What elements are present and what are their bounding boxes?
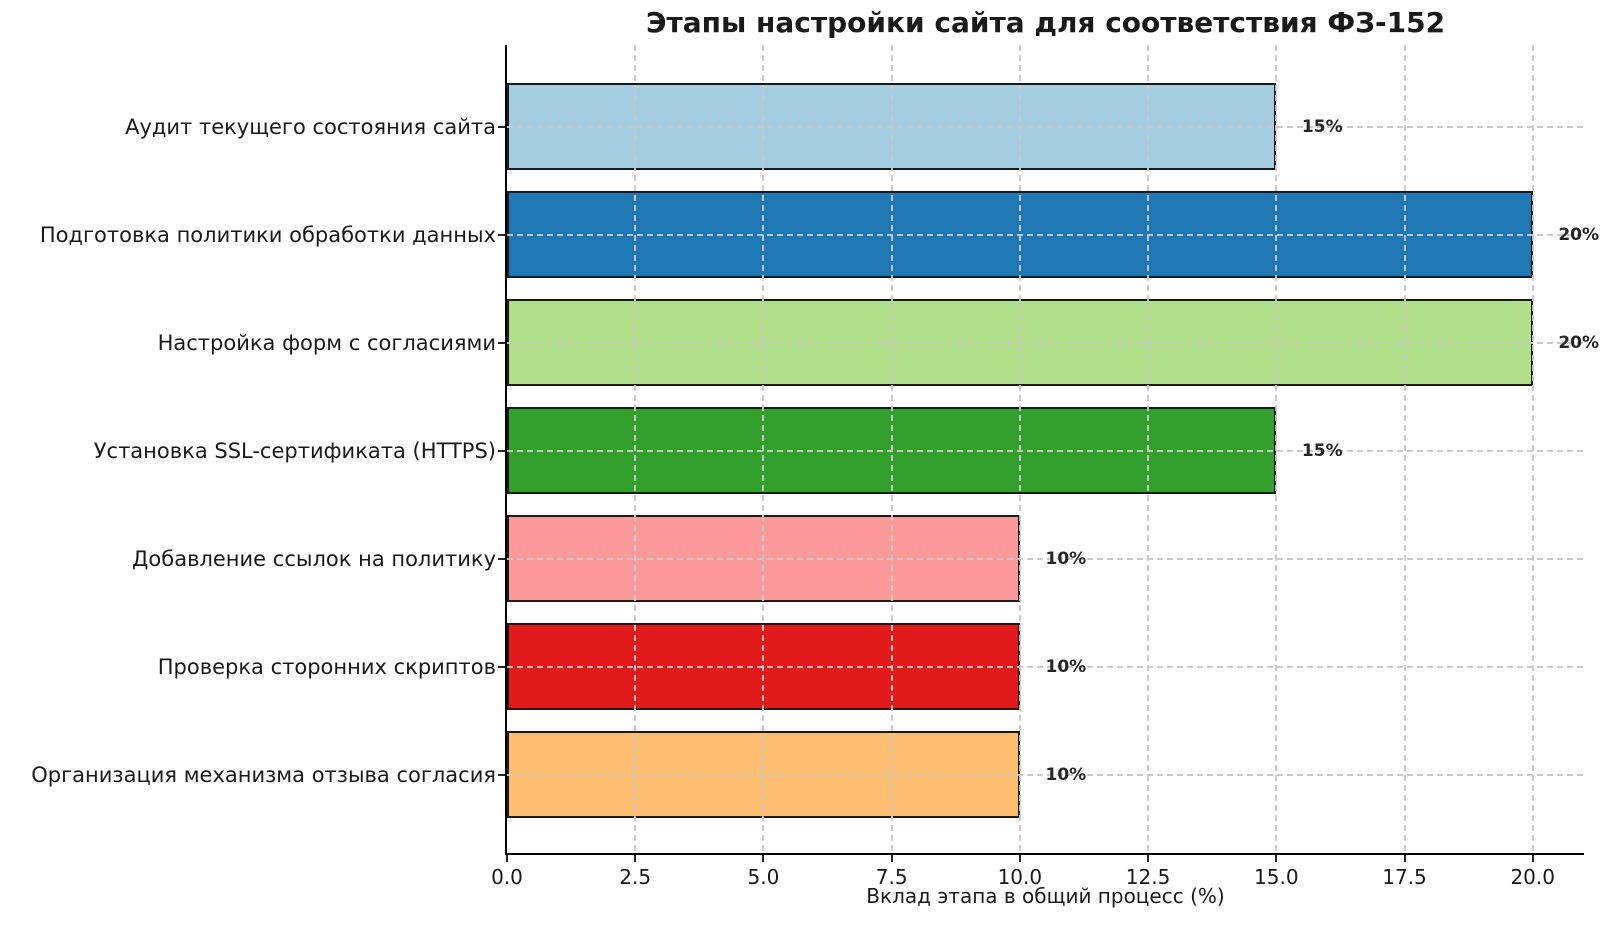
bar-value-label: 15% bbox=[1301, 116, 1343, 137]
bar-value-label: 15% bbox=[1301, 440, 1343, 461]
x-tick-mark bbox=[1275, 855, 1278, 862]
x-tick-mark bbox=[1531, 855, 1534, 862]
gridline-vertical bbox=[1018, 45, 1021, 853]
gridline-vertical bbox=[890, 45, 893, 853]
x-tick-mark bbox=[890, 855, 893, 862]
x-tick-mark bbox=[1147, 855, 1150, 862]
y-tick-mark bbox=[498, 557, 505, 560]
y-tick-label: Аудит текущего состояния сайта bbox=[125, 114, 496, 139]
gridline-vertical bbox=[634, 45, 637, 853]
x-tick-label: 15.0 bbox=[1254, 865, 1299, 889]
x-tick-label: 20.0 bbox=[1510, 865, 1555, 889]
gridline-horizontal bbox=[507, 665, 1584, 668]
x-tick-label: 12.5 bbox=[1125, 865, 1171, 889]
y-tick-label: Подготовка политики обработки данных bbox=[39, 222, 496, 247]
x-tick-mark bbox=[506, 855, 508, 862]
bar-value-label: 10% bbox=[1045, 548, 1087, 569]
bar-value-label: 20% bbox=[1558, 332, 1600, 353]
y-tick-mark bbox=[498, 125, 505, 128]
gridline-vertical bbox=[1403, 45, 1406, 853]
y-tick-mark bbox=[498, 665, 505, 668]
x-tick-mark bbox=[1403, 855, 1406, 862]
x-tick-mark bbox=[634, 855, 637, 862]
gridline-vertical bbox=[1275, 45, 1278, 853]
gridline-vertical bbox=[1531, 45, 1534, 853]
x-tick-label: 10.0 bbox=[997, 865, 1043, 889]
bar-value-label: 10% bbox=[1045, 764, 1087, 785]
y-tick-label: Организация механизма отзыва согласия bbox=[31, 762, 496, 787]
y-tick-mark bbox=[498, 341, 505, 344]
gridline-horizontal bbox=[507, 773, 1584, 776]
gridline-horizontal bbox=[507, 449, 1584, 452]
bar-value-label: 10% bbox=[1045, 656, 1087, 677]
y-tick-label: Проверка сторонних скриптов bbox=[157, 654, 496, 679]
bottom-spine bbox=[505, 853, 1584, 855]
y-tick-label: Настройка форм с согласиями bbox=[157, 330, 496, 355]
gridline-horizontal bbox=[507, 341, 1584, 344]
y-tick-label: Установка SSL-сертификата (HTTPS) bbox=[93, 438, 496, 463]
x-tick-mark bbox=[1018, 855, 1021, 862]
x-tick-label: 17.5 bbox=[1382, 865, 1427, 889]
y-tick-mark bbox=[498, 773, 505, 776]
y-tick-mark bbox=[498, 449, 505, 452]
x-tick-label: 7.5 bbox=[875, 865, 908, 889]
gridline-vertical bbox=[762, 45, 765, 853]
chart-title: Этапы настройки сайта для соответствия Ф… bbox=[645, 6, 1446, 39]
gridline-horizontal bbox=[507, 233, 1584, 236]
x-tick-label: 0.0 bbox=[491, 865, 523, 889]
bar-value-label: 20% bbox=[1558, 224, 1600, 245]
y-tick-mark bbox=[498, 233, 505, 236]
left-spine bbox=[505, 45, 507, 855]
gridline-vertical bbox=[1147, 45, 1150, 853]
y-tick-label: Добавление ссылок на политику bbox=[132, 546, 496, 571]
gridline-horizontal bbox=[507, 557, 1584, 560]
x-tick-label: 2.5 bbox=[619, 865, 652, 889]
x-tick-label: 5.0 bbox=[747, 865, 780, 889]
gridline-horizontal bbox=[507, 125, 1584, 128]
x-tick-mark bbox=[762, 855, 765, 862]
x-axis-label: Вклад этапа в общий процесс (%) bbox=[866, 884, 1225, 908]
